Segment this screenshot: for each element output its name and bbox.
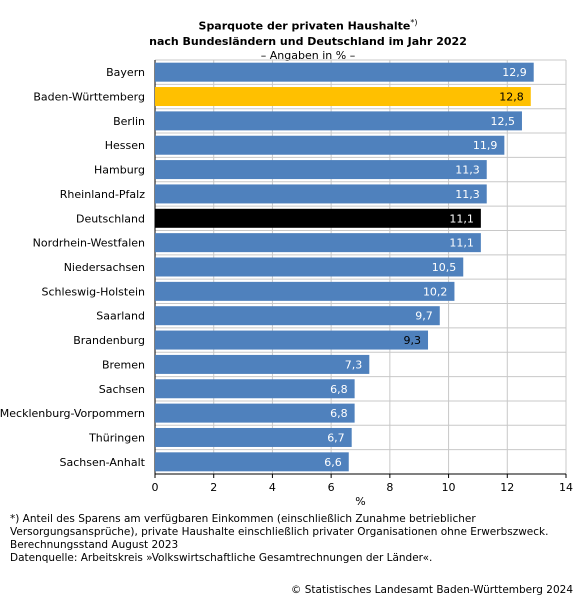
bar xyxy=(155,233,481,253)
category-label: Mecklenburg-Vorpommern xyxy=(0,407,145,420)
value-label: 6,8 xyxy=(330,407,348,420)
x-axis-title: % xyxy=(355,495,365,508)
value-label: 11,3 xyxy=(455,164,480,177)
copyright-notice: © Statistisches Landesamt Baden-Württemb… xyxy=(290,584,573,596)
bar xyxy=(155,184,487,204)
x-tick-label: 8 xyxy=(386,481,393,494)
bar xyxy=(155,427,352,447)
value-label: 11,1 xyxy=(449,237,474,250)
category-label: Hessen xyxy=(105,139,145,152)
bar xyxy=(155,160,487,180)
bar xyxy=(155,379,355,399)
x-tick-label: 2 xyxy=(210,481,217,494)
value-label: 7,3 xyxy=(345,358,363,371)
bar xyxy=(155,306,440,326)
value-label: 9,3 xyxy=(404,334,422,347)
category-label: Schleswig-Holstein xyxy=(42,285,145,298)
chart-title: Sparquote der privaten Haushalte*) nach … xyxy=(0,15,581,63)
value-label: 6,7 xyxy=(327,431,345,444)
category-label: Rheinland-Pfalz xyxy=(60,188,145,201)
bar xyxy=(155,87,531,107)
category-label: Baden-Württemberg xyxy=(33,91,145,104)
category-label: Brandenburg xyxy=(73,334,145,347)
x-tick-label: 12 xyxy=(500,481,514,494)
category-label: Bayern xyxy=(106,66,145,79)
bar xyxy=(155,111,522,131)
category-label: Saarland xyxy=(96,310,145,323)
value-label: 10,5 xyxy=(432,261,457,274)
category-label: Sachsen xyxy=(99,383,145,396)
x-tick-label: 10 xyxy=(442,481,456,494)
bar-chart: Bayern 12,9 Baden-Württemberg 12,8 Berlin 12,… xyxy=(0,59,573,508)
x-tick-label: 4 xyxy=(269,481,276,494)
x-tick-label: 6 xyxy=(328,481,335,494)
bar xyxy=(155,354,370,374)
category-label: Berlin xyxy=(113,115,145,128)
bar xyxy=(155,281,455,301)
footnote-line-1: *) Anteil des Sparens am verfügbaren Ein… xyxy=(10,513,476,525)
category-label: Bremen xyxy=(102,358,145,371)
x-tick-label: 0 xyxy=(152,481,159,494)
bar xyxy=(155,330,429,350)
title-footnote-marker: *) xyxy=(410,18,418,27)
category-label: Niedersachsen xyxy=(64,261,145,274)
bar xyxy=(155,403,355,423)
title-line-2: nach Bundesländern und Deutschland im Ja… xyxy=(149,34,467,48)
value-label: 11,9 xyxy=(473,139,498,152)
bar xyxy=(155,452,349,472)
footnote: *) Anteil des Sparens am verfügbaren Ein… xyxy=(10,513,576,565)
footnote-line-3: Berechnungsstand August 2023 xyxy=(10,539,179,551)
bar xyxy=(155,208,481,228)
bar xyxy=(155,135,505,155)
category-label: Nordrhein-Westfalen xyxy=(33,237,145,250)
bar xyxy=(155,62,534,82)
category-label: Sachsen-Anhalt xyxy=(59,456,145,469)
value-label: 6,6 xyxy=(324,456,342,469)
value-label: 9,7 xyxy=(415,310,433,323)
category-label: Thüringen xyxy=(88,431,145,444)
value-label: 12,8 xyxy=(499,91,524,104)
title-line-1: Sparquote der privaten Haushalte*) xyxy=(198,18,418,33)
value-label: 12,5 xyxy=(490,115,515,128)
value-label: 11,3 xyxy=(455,188,480,201)
footnote-line-2: Versorgungsansprüche), private Haushalte… xyxy=(10,526,549,538)
footnote-line-4: Datenquelle: Arbeitskreis »Volkswirtscha… xyxy=(10,552,433,564)
value-label: 11,1 xyxy=(449,212,474,225)
value-label: 6,8 xyxy=(330,383,348,396)
category-label: Hamburg xyxy=(94,164,145,177)
value-label: 12,9 xyxy=(502,66,527,79)
x-tick-label: 14 xyxy=(559,481,573,494)
bar xyxy=(155,257,464,277)
category-label: Deutschland xyxy=(76,212,145,225)
chart-subtitle: – Angaben in % – xyxy=(260,48,356,62)
value-label: 10,2 xyxy=(423,285,448,298)
